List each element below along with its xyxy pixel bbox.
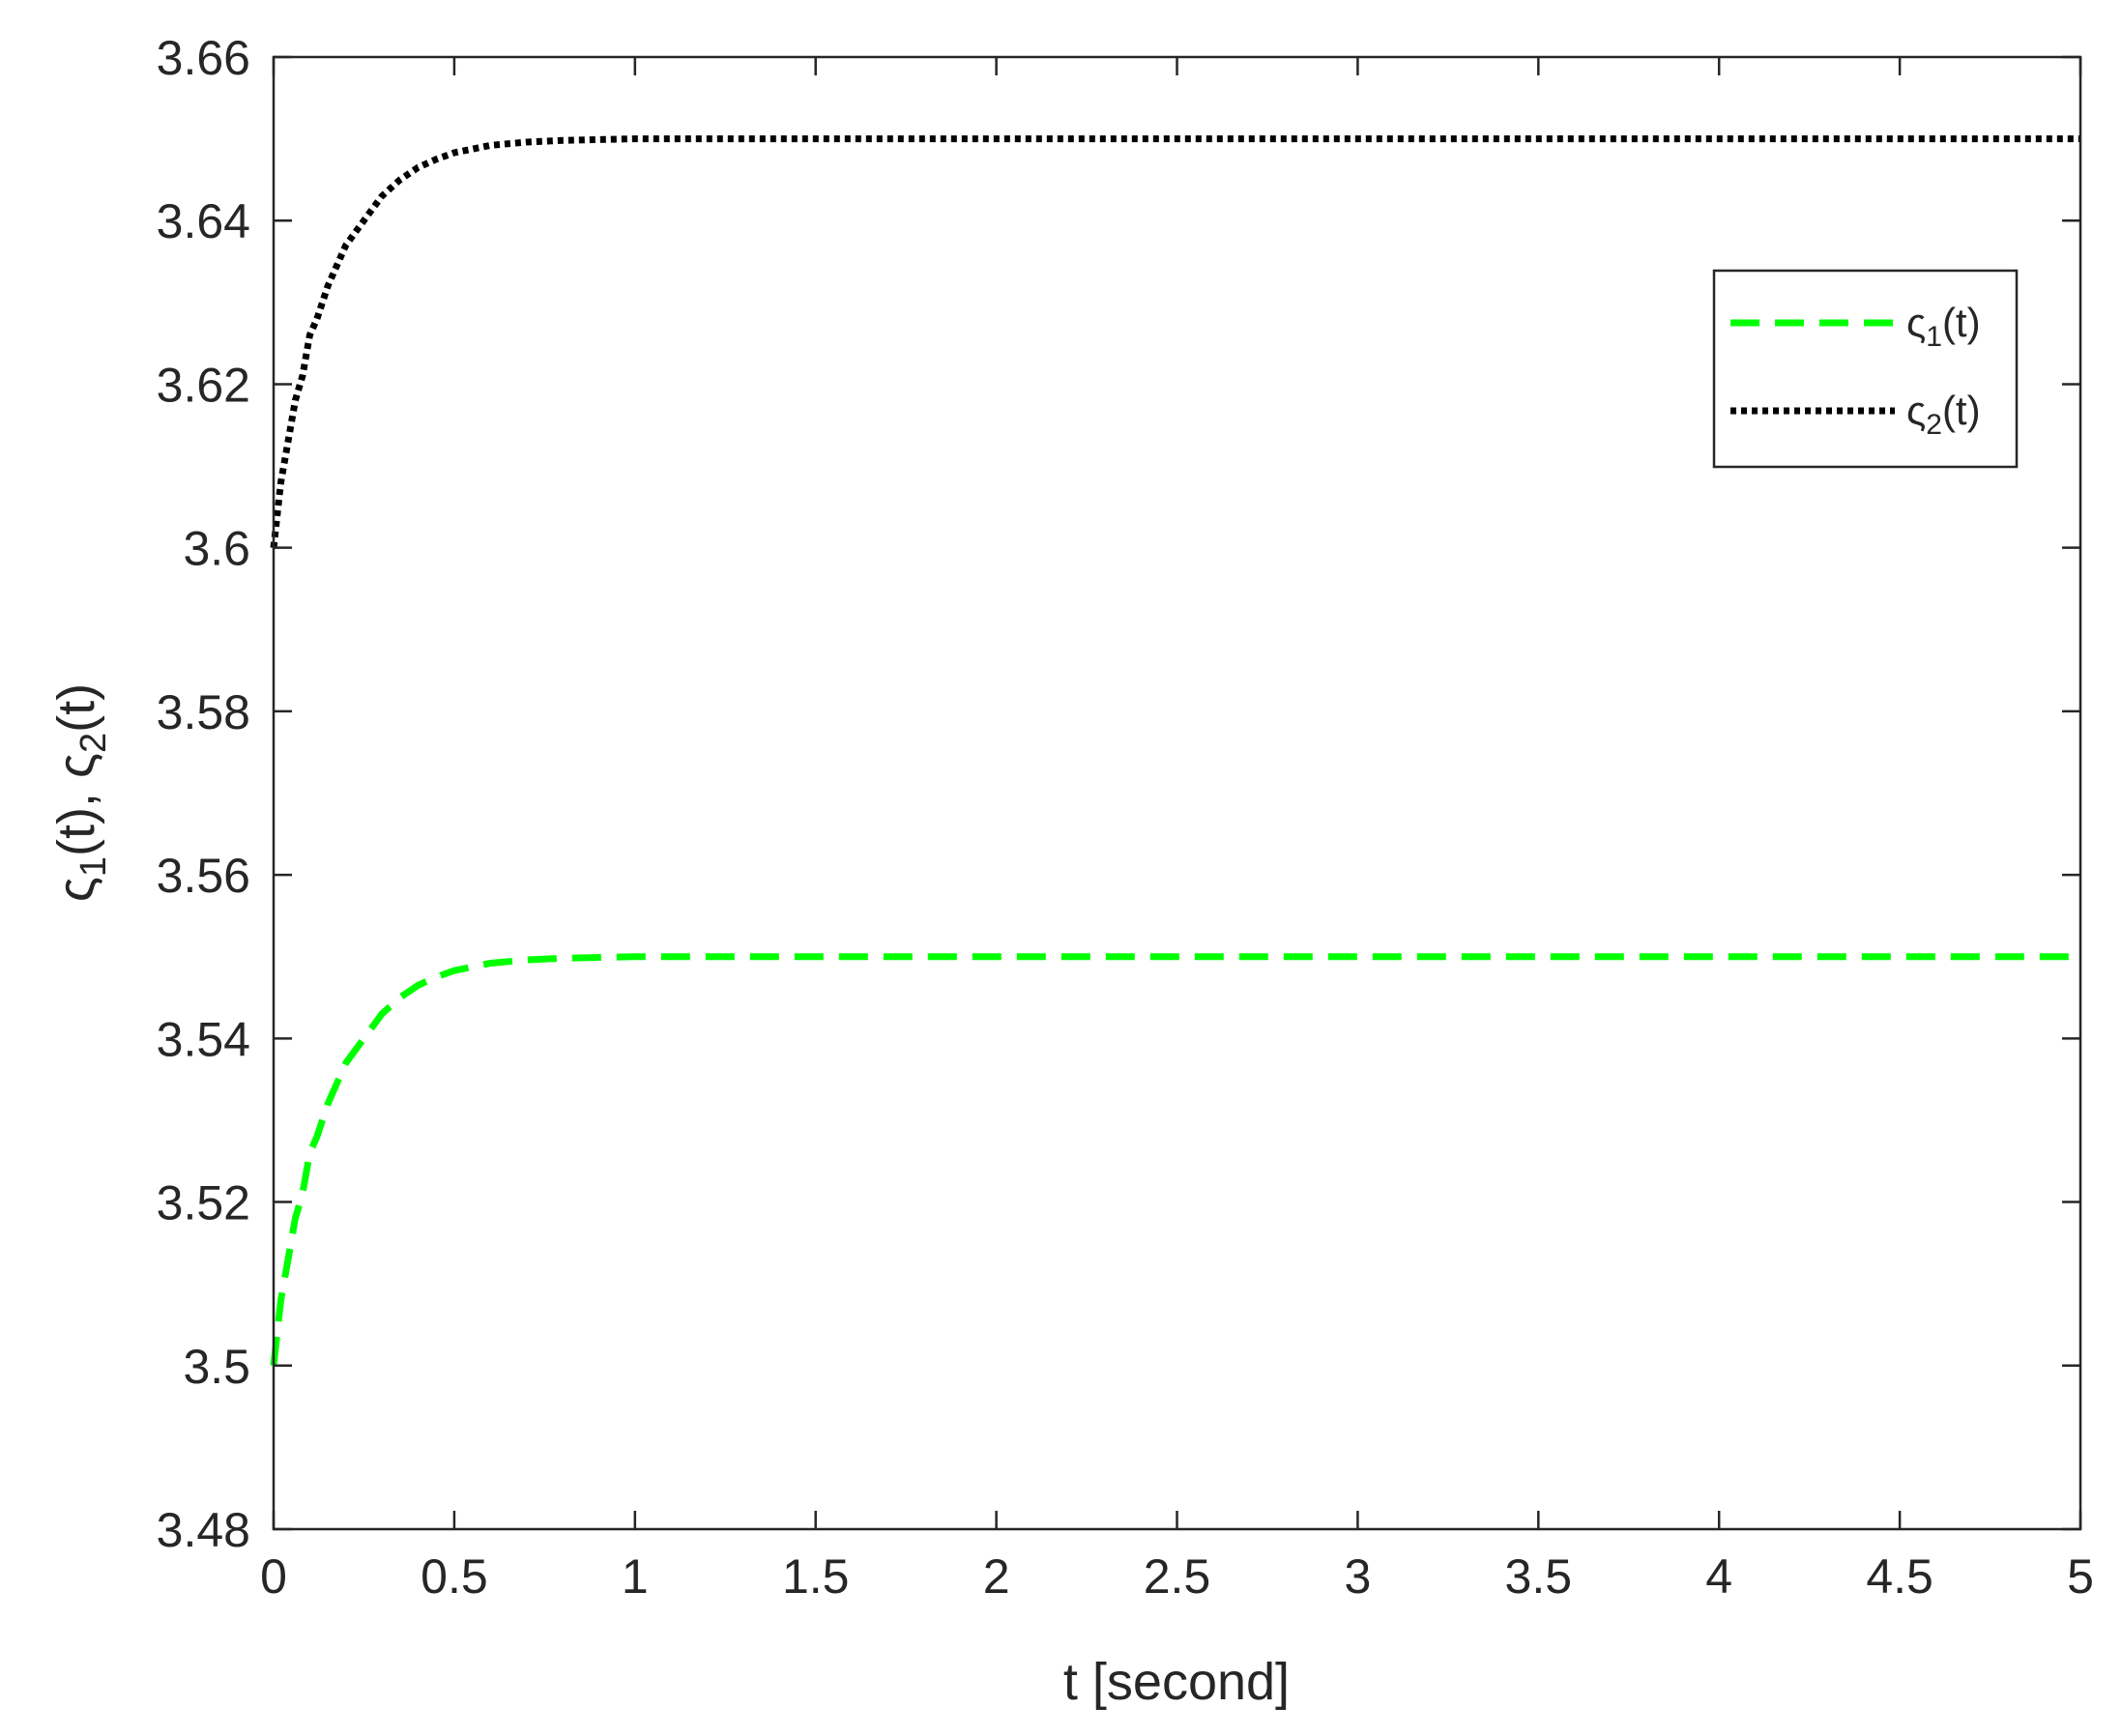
y-tick-label: 3.54 (157, 1012, 250, 1066)
x-axis-label: t [second] (1063, 1653, 1290, 1711)
y-axis-label-symbol-1: ς (47, 877, 105, 902)
y-axis-label-middle: (t), ς (47, 753, 105, 856)
y-tick-label: 3.56 (157, 849, 250, 903)
legend-label-series-2: ς2(t) (1906, 388, 1981, 441)
y-axis-label-subscript-2: 2 (73, 733, 114, 753)
x-tick-label: 2.5 (1144, 1549, 1211, 1604)
y-tick-label: 3.64 (157, 194, 250, 248)
x-tick-label: 1.5 (782, 1549, 850, 1604)
series-line-1 (270, 953, 2080, 1367)
x-tick-label: 3.5 (1505, 1549, 1573, 1604)
x-tick-label: 4.5 (1866, 1549, 1933, 1604)
legend-2-symbol: ς (1906, 388, 1926, 433)
y-tick-label: 3.5 (183, 1340, 250, 1394)
y-tick-label: 3.48 (157, 1503, 250, 1557)
x-tick-label: 4 (1705, 1549, 1732, 1604)
x-tick-label: 1 (622, 1549, 649, 1604)
x-tick-label: 5 (2067, 1549, 2094, 1604)
legend-box (1712, 269, 2019, 469)
tick-labels-layer: 0 0.5 1 1.5 2 2.5 3 3.5 4 4.5 53.483.53.523.543.56… (157, 31, 2094, 1604)
legend-1-symbol: ς (1906, 300, 1926, 345)
y-tick-label: 3.58 (157, 685, 250, 739)
y-axis-label-end: (t) (47, 683, 105, 733)
y-tick-label: 3.52 (157, 1176, 250, 1230)
legend-1-subscript: 1 (1926, 321, 1942, 353)
y-axis-label-subscript-1: 1 (73, 856, 114, 877)
x-tick-label: 0 (260, 1549, 287, 1604)
legend-1-rest: (t) (1942, 300, 1981, 345)
x-tick-label: 3 (1344, 1549, 1371, 1604)
series-line-2 (270, 135, 2080, 549)
ticks-layer (272, 55, 2082, 1531)
y-tick-label: 3.6 (183, 522, 250, 576)
y-tick-label: 3.66 (157, 31, 250, 85)
legend: ς1(t) ς2(t) (1712, 269, 2019, 469)
y-tick-label: 3.62 (157, 358, 250, 412)
legend-2-subscript: 2 (1926, 409, 1942, 441)
x-tick-label: 0.5 (421, 1549, 488, 1604)
y-axis-label: ς1(t), ς2(t) (47, 683, 114, 902)
x-tick-label: 2 (983, 1549, 1010, 1604)
legend-2-rest: (t) (1942, 388, 1981, 433)
series-layer (270, 135, 2080, 1367)
legend-label-series-1: ς1(t) (1906, 300, 1981, 353)
